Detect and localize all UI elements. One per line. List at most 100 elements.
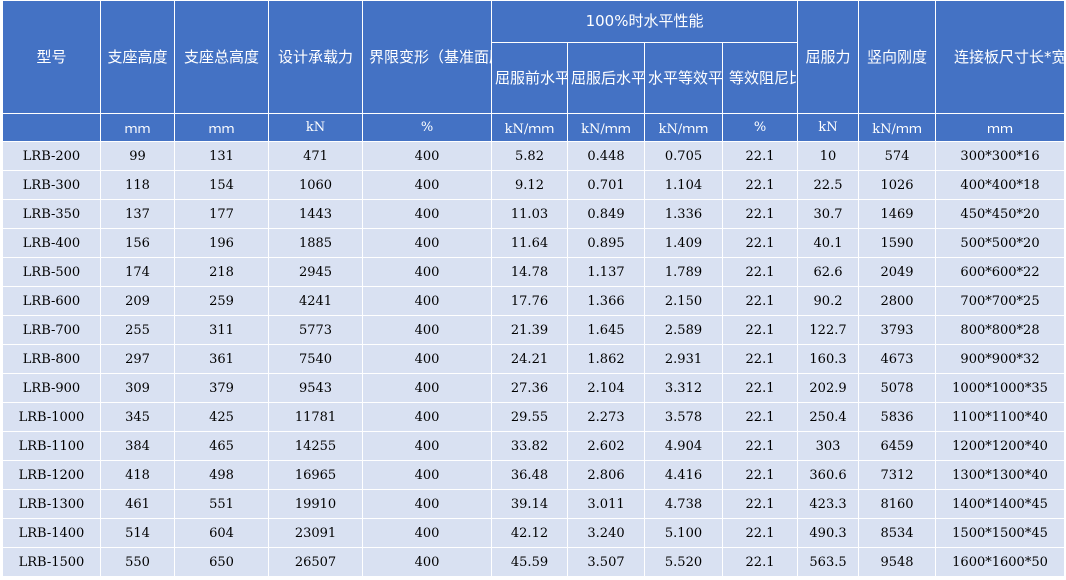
value-cell[interactable]: 700*700*25 bbox=[935, 286, 1066, 316]
value-cell[interactable]: 14255 bbox=[268, 431, 363, 461]
value-cell[interactable]: 3.240 bbox=[567, 518, 645, 548]
value-cell[interactable]: 2.931 bbox=[644, 344, 723, 374]
value-cell[interactable]: 2.104 bbox=[567, 373, 645, 403]
value-cell[interactable]: 600*600*22 bbox=[935, 257, 1066, 287]
value-cell[interactable]: 400 bbox=[362, 518, 492, 548]
value-cell[interactable]: 550 bbox=[100, 547, 175, 577]
value-cell[interactable]: 2.806 bbox=[567, 460, 645, 490]
value-cell[interactable]: 22.1 bbox=[721, 315, 799, 345]
value-cell[interactable]: 202.9 bbox=[797, 373, 860, 403]
value-cell[interactable]: 22.1 bbox=[721, 170, 799, 200]
header-post-yield[interactable]: 屈服后水平刚度 bbox=[567, 42, 645, 114]
value-cell[interactable]: 604 bbox=[174, 518, 269, 548]
value-cell[interactable]: 22.1 bbox=[721, 518, 799, 548]
value-cell[interactable]: 300*300*16 bbox=[935, 141, 1066, 171]
value-cell[interactable]: 400 bbox=[362, 489, 492, 519]
value-cell[interactable]: 2800 bbox=[858, 286, 937, 316]
header-total-height[interactable]: 支座总高度 bbox=[174, 0, 269, 114]
value-cell[interactable]: 8534 bbox=[858, 518, 937, 548]
header-height[interactable]: 支座高度 bbox=[100, 0, 175, 114]
value-cell[interactable]: 22.1 bbox=[721, 547, 799, 577]
value-cell[interactable]: 22.1 bbox=[721, 373, 799, 403]
value-cell[interactable]: 4673 bbox=[858, 344, 937, 374]
value-cell[interactable]: 400 bbox=[362, 402, 492, 432]
value-cell[interactable]: 39.14 bbox=[491, 489, 568, 519]
value-cell[interactable]: 118 bbox=[100, 170, 175, 200]
value-cell[interactable]: 5.100 bbox=[644, 518, 723, 548]
model-cell[interactable]: LRB-1100 bbox=[2, 431, 101, 461]
value-cell[interactable]: 379 bbox=[174, 373, 269, 403]
value-cell[interactable]: 0.895 bbox=[567, 228, 645, 258]
value-cell[interactable]: 1590 bbox=[858, 228, 937, 258]
value-cell[interactable]: 400 bbox=[362, 170, 492, 200]
value-cell[interactable]: 22.1 bbox=[721, 344, 799, 374]
value-cell[interactable]: 1400*1400*45 bbox=[935, 489, 1066, 519]
value-cell[interactable]: 1.862 bbox=[567, 344, 645, 374]
value-cell[interactable]: 174 bbox=[100, 257, 175, 287]
value-cell[interactable]: 361 bbox=[174, 344, 269, 374]
value-cell[interactable]: 40.1 bbox=[797, 228, 860, 258]
value-cell[interactable]: 209 bbox=[100, 286, 175, 316]
value-cell[interactable]: 1500*1500*45 bbox=[935, 518, 1066, 548]
value-cell[interactable]: 650 bbox=[174, 547, 269, 577]
value-cell[interactable]: 1300*1300*40 bbox=[935, 460, 1066, 490]
value-cell[interactable]: 99 bbox=[100, 141, 175, 171]
value-cell[interactable]: 42.12 bbox=[491, 518, 568, 548]
value-cell[interactable]: 471 bbox=[268, 141, 363, 171]
value-cell[interactable]: 3.578 bbox=[644, 402, 723, 432]
value-cell[interactable]: 400 bbox=[362, 547, 492, 577]
value-cell[interactable]: 1026 bbox=[858, 170, 937, 200]
value-cell[interactable]: 574 bbox=[858, 141, 937, 171]
value-cell[interactable]: 490.3 bbox=[797, 518, 860, 548]
value-cell[interactable]: 498 bbox=[174, 460, 269, 490]
value-cell[interactable]: 3.507 bbox=[567, 547, 645, 577]
value-cell[interactable]: 7312 bbox=[858, 460, 937, 490]
value-cell[interactable]: 22.1 bbox=[721, 460, 799, 490]
value-cell[interactable]: 22.1 bbox=[721, 257, 799, 287]
value-cell[interactable]: 2.602 bbox=[567, 431, 645, 461]
value-cell[interactable]: 563.5 bbox=[797, 547, 860, 577]
value-cell[interactable]: 156 bbox=[100, 228, 175, 258]
model-cell[interactable]: LRB-1200 bbox=[2, 460, 101, 490]
value-cell[interactable]: 423.3 bbox=[797, 489, 860, 519]
value-cell[interactable]: 1100*1100*40 bbox=[935, 402, 1066, 432]
value-cell[interactable]: 1.104 bbox=[644, 170, 723, 200]
value-cell[interactable]: 4241 bbox=[268, 286, 363, 316]
value-cell[interactable]: 418 bbox=[100, 460, 175, 490]
value-cell[interactable]: 2049 bbox=[858, 257, 937, 287]
header-group-horizontal[interactable]: 100%时水平性能 bbox=[490, 0, 799, 43]
value-cell[interactable]: 11781 bbox=[268, 402, 363, 432]
value-cell[interactable]: 26507 bbox=[268, 547, 363, 577]
value-cell[interactable]: 9.12 bbox=[491, 170, 568, 200]
value-cell[interactable]: 400 bbox=[362, 141, 492, 171]
header-vert-stiff[interactable]: 竖向刚度 bbox=[858, 0, 937, 114]
value-cell[interactable]: 22.1 bbox=[721, 402, 799, 432]
value-cell[interactable]: 24.21 bbox=[491, 344, 568, 374]
value-cell[interactable]: 5.520 bbox=[644, 547, 723, 577]
value-cell[interactable]: 22.1 bbox=[721, 286, 799, 316]
value-cell[interactable]: 400 bbox=[362, 228, 492, 258]
value-cell[interactable]: 0.701 bbox=[567, 170, 645, 200]
value-cell[interactable]: 1.366 bbox=[567, 286, 645, 316]
model-cell[interactable]: LRB-1300 bbox=[2, 489, 101, 519]
value-cell[interactable]: 19910 bbox=[268, 489, 363, 519]
model-cell[interactable]: LRB-350 bbox=[2, 199, 101, 229]
value-cell[interactable]: 255 bbox=[100, 315, 175, 345]
value-cell[interactable]: 177 bbox=[174, 199, 269, 229]
value-cell[interactable]: 6459 bbox=[858, 431, 937, 461]
value-cell[interactable]: 360.6 bbox=[797, 460, 860, 490]
value-cell[interactable]: 2.273 bbox=[567, 402, 645, 432]
value-cell[interactable]: 425 bbox=[174, 402, 269, 432]
value-cell[interactable]: 465 bbox=[174, 431, 269, 461]
value-cell[interactable]: 4.416 bbox=[644, 460, 723, 490]
value-cell[interactable]: 1885 bbox=[268, 228, 363, 258]
header-design-load[interactable]: 设计承载力 bbox=[268, 0, 363, 114]
value-cell[interactable]: 90.2 bbox=[797, 286, 860, 316]
header-limit-deform[interactable]: 界限变形（基准面压时） bbox=[362, 0, 492, 114]
value-cell[interactable]: 303 bbox=[797, 431, 860, 461]
value-cell[interactable]: 1000*1000*35 bbox=[935, 373, 1066, 403]
value-cell[interactable]: 500*500*20 bbox=[935, 228, 1066, 258]
value-cell[interactable]: 36.48 bbox=[491, 460, 568, 490]
value-cell[interactable]: 3.011 bbox=[567, 489, 645, 519]
value-cell[interactable]: 0.448 bbox=[567, 141, 645, 171]
